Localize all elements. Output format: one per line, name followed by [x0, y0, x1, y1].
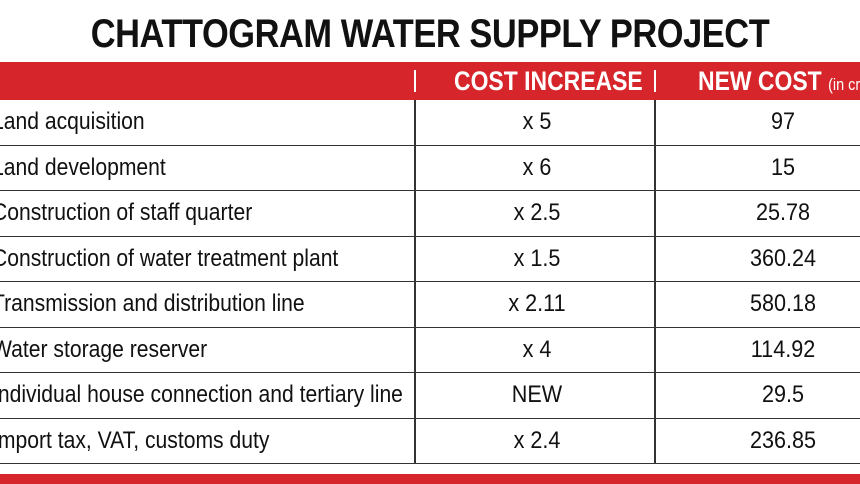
row-item: Land acquisition	[0, 108, 145, 135]
row-new-cost-value: 360.24	[749, 244, 817, 272]
table-row: Land development x 6 15	[0, 146, 860, 191]
row-new-cost-value: 25.78	[755, 199, 811, 226]
row-new-cost: 360.24	[671, 237, 860, 281]
page-title: CHATTOGRAM WATER SUPPLY PROJECT	[90, 12, 770, 56]
row-new-cost: 114.92	[671, 328, 860, 372]
row-new-cost-value: 236.85	[749, 426, 817, 454]
table-row: Transmission and distribution line x 2.1…	[0, 282, 860, 328]
row-new-cost-value: 29.5	[761, 381, 805, 408]
row-new-cost-value: 580.18	[749, 290, 817, 317]
row-item: Transmission and distribution line	[0, 290, 305, 317]
header-cost-increase: COST INCREASE	[454, 66, 643, 96]
header-new-cost: NEW COST (in cr Tk)	[698, 62, 860, 100]
row-cost-increase: NEW	[511, 381, 563, 408]
header-new-cost-unit: (in cr Tk)	[828, 75, 860, 94]
row-new-cost: 25.78	[671, 191, 860, 235]
table-header: COST INCREASE NEW COST (in cr Tk)	[0, 62, 860, 100]
row-new-cost: 236.85	[671, 419, 860, 463]
row-cost-increase: x 4	[522, 335, 552, 363]
table-row: Construction of staff quarter x 2.5 25.7…	[0, 191, 860, 237]
table-row: Water storage reserver x 4 114.92	[0, 328, 860, 373]
row-item: Import tax, VAT, customs duty	[0, 426, 270, 454]
footer-bar	[0, 474, 860, 484]
row-item: Construction of water treatment plant	[0, 244, 339, 272]
row-cost-increase: x 2.5	[513, 199, 561, 226]
row-new-cost: 97	[671, 100, 860, 144]
table-row: Import tax, VAT, customs duty x 2.4 236.…	[0, 419, 860, 464]
column-divider	[414, 100, 416, 464]
row-cost-increase: x 1.5	[513, 244, 561, 272]
row-item: Individual house connection and tertiary…	[0, 381, 403, 408]
row-item: Construction of staff quarter	[0, 199, 253, 226]
row-new-cost: 29.5	[671, 373, 860, 417]
header-divider	[414, 70, 416, 92]
row-item: Water storage reserver	[0, 335, 208, 363]
row-item: Land development	[0, 153, 166, 181]
row-cost-increase: x 5	[522, 108, 552, 135]
row-new-cost-value: 114.92	[750, 335, 816, 363]
header-new-cost-label: NEW COST	[698, 66, 822, 96]
row-new-cost: 15	[671, 146, 860, 190]
table-row: Individual house connection and tertiary…	[0, 373, 860, 419]
row-cost-increase: x 6	[522, 153, 552, 181]
table-body: Land acquisition x 5 97 Land development…	[0, 100, 860, 464]
row-new-cost-value: 15	[770, 153, 796, 181]
table-row: Construction of water treatment plant x …	[0, 237, 860, 282]
table-row: Land acquisition x 5 97	[0, 100, 860, 146]
column-divider	[654, 100, 656, 464]
row-cost-increase: x 2.11	[508, 290, 566, 317]
row-cost-increase: x 2.4	[513, 426, 561, 454]
header-divider	[654, 70, 656, 92]
row-new-cost-value: 97	[770, 108, 796, 135]
row-new-cost: 580.18	[671, 282, 860, 326]
